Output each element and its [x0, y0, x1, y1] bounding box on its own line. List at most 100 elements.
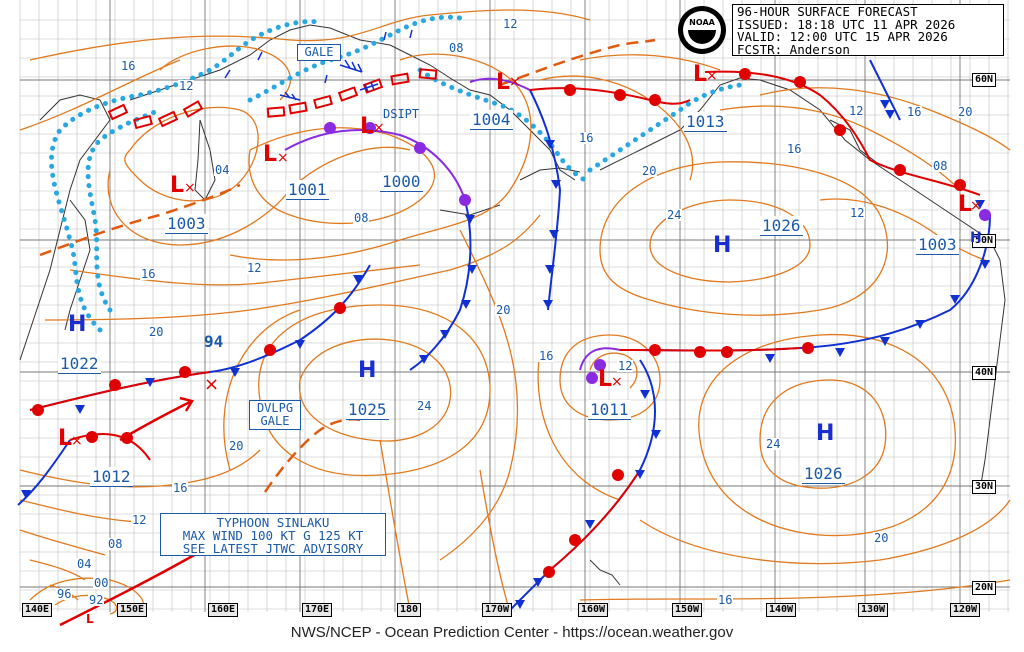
warm-front-symbol [721, 346, 733, 358]
cold-front-symbol [533, 578, 543, 587]
cold-front-symbol [515, 600, 525, 609]
isobar-label: 20 [957, 105, 974, 119]
pressure-1012: 1012 [90, 467, 133, 487]
isobar-label: 16 [906, 105, 923, 119]
pressure-1025: 1025 [346, 400, 389, 420]
front-symbols [21, 68, 991, 609]
warm-front-symbol [614, 89, 626, 101]
cold-front-symbol [145, 378, 155, 387]
lon-label-160e: 160E [208, 603, 239, 617]
pressure-1011: 1011 [588, 400, 631, 420]
developing-gale-line2: GALE [260, 414, 290, 428]
low-x-marker: × [184, 180, 196, 196]
isobar-label: 16 [172, 481, 189, 495]
isobar-label: 04 [214, 163, 231, 177]
warm-front-symbol [802, 342, 814, 354]
isobar-label: 12 [246, 261, 263, 275]
warm-front-symbol [794, 76, 806, 88]
low-x-marker: × [970, 198, 982, 214]
footer-credit: NWS/NCEP - Ocean Prediction Center - htt… [290, 624, 734, 641]
developing-gale-label: DVLPG GALE [249, 400, 301, 430]
warm-front-symbol [334, 302, 346, 314]
cold-front-symbol [880, 100, 890, 109]
occluded-front-symbol [979, 209, 991, 221]
cold-front-symbol [75, 405, 85, 414]
forecast-title: 96-HOUR SURFACE FORECAST [737, 4, 918, 19]
typhoon-advisory-box: TYPHOON SINLAKU MAX WIND 100 KT G 125 KT… [160, 513, 386, 556]
low-center-typhoon: L [86, 612, 94, 626]
warm-front-symbol [649, 94, 661, 106]
warm-front-symbol [694, 346, 706, 358]
developing-gale-line1: DVLPG [256, 401, 294, 415]
warm-front-symbol [612, 469, 624, 481]
warm-front-ne [704, 70, 981, 196]
lon-label-130w: 130W [858, 603, 889, 617]
front-1012 [69, 433, 151, 461]
pressure-1000: 1000 [380, 172, 423, 192]
cold-front-symbol [835, 348, 845, 357]
isobar-label: 04 [76, 557, 93, 571]
cold-front-symbol [440, 330, 450, 339]
isobar-label: 16 [578, 131, 595, 145]
pressure-1003-east: 1003 [916, 235, 959, 255]
low-center-1013: L [693, 62, 708, 87]
low-x-marker: × [277, 150, 289, 166]
low-x-marker: × [611, 374, 623, 390]
warm-front-symbol [109, 379, 121, 391]
cold-front-symbol [465, 215, 475, 224]
lat-label-40n: 40N [972, 366, 997, 380]
low-center-1004: L [496, 70, 511, 95]
warm-front-symbol [569, 534, 581, 546]
cold-front-symbol [467, 265, 477, 274]
isobar-label: 08 [932, 159, 949, 173]
typhoon-name: TYPHOON SINLAKU [216, 515, 330, 530]
warm-front-symbol [32, 404, 44, 416]
warm-front-symbol [179, 366, 191, 378]
low-center-1011: L [598, 367, 613, 392]
isobar-label: 12 [848, 104, 865, 118]
warm-front-symbol [739, 68, 751, 80]
lon-label-160w: 160W [578, 603, 609, 617]
low-center-1001: L [263, 142, 278, 167]
high-center-1026-north: H [713, 233, 732, 258]
cold-front-symbol [975, 200, 985, 209]
lon-label-170w: 170W [482, 603, 513, 617]
warm-front-symbol [324, 122, 336, 134]
cold-front-symbol [585, 520, 595, 529]
pressure-1004: 1004 [470, 110, 513, 130]
pressure-1026-north: 1026 [760, 216, 803, 236]
wind-barbs [224, 29, 413, 101]
low-x-marker: × [509, 74, 521, 90]
valid-time: VALID: 12:00 UTC 15 APR 2026 [737, 29, 948, 45]
warm-front-symbol [649, 344, 661, 356]
pressure-1001: 1001 [286, 180, 329, 200]
warm-front-symbol [834, 124, 846, 136]
lon-label-180: 180 [397, 603, 422, 617]
isobar-label: 12 [849, 206, 866, 220]
cold-front-symbol [880, 337, 890, 346]
pressure-94: 94 [204, 332, 224, 351]
lat-lon-grid [19, 0, 1010, 612]
isobar-label: 20 [228, 439, 245, 453]
typhoon-advisory-note: SEE LATEST JTWC ADVISORY [182, 541, 364, 556]
cold-front-symbol [545, 265, 555, 274]
warm-front-symbol [894, 164, 906, 176]
isobar-label: 20 [873, 531, 890, 545]
warm-front-symbol [121, 432, 133, 444]
cold-front-symbol [545, 140, 555, 149]
pressure-1013: 1013 [684, 112, 727, 132]
lat-label-30n: 30N [972, 480, 997, 494]
noaa-logo-text: NOAA [689, 18, 715, 27]
cold-front-symbol [551, 180, 561, 189]
noaa-logo: NOAA [678, 6, 726, 54]
lon-label-120w: 120W [950, 603, 981, 617]
isobar-label: 12 [617, 359, 634, 373]
cold-front-symbol [353, 275, 363, 284]
occluded-front-1000 [284, 129, 466, 201]
lon-label-140w: 140W [766, 603, 797, 617]
isobar-label: 24 [666, 208, 683, 222]
pressure-1026-south: 1026 [802, 464, 845, 484]
low-center-1000: L [360, 114, 375, 139]
cold-front-symbol [295, 340, 305, 349]
